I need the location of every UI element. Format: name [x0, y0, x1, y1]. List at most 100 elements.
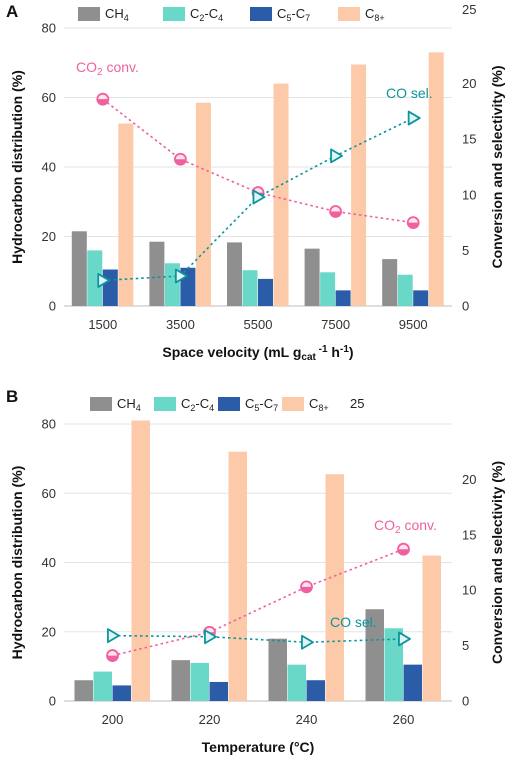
point-co-sel-1500 [97, 273, 111, 288]
y-tick-label: 20 [42, 624, 56, 639]
y2-tick-label: 5 [462, 243, 469, 258]
y2-tick-label: 0 [462, 694, 469, 709]
y-axis-title: Hydrocarbon distribution (%) [9, 466, 25, 660]
panel-letter-a: A [6, 2, 19, 21]
point-co2-conv-fill [398, 549, 409, 555]
bar-ch4-1500 [71, 231, 87, 306]
legend-label-ch4: CH4 [105, 6, 129, 23]
point-co-sel-9500 [407, 110, 421, 126]
y-tick-label: 20 [42, 229, 56, 244]
point-co-sel-200 [107, 628, 120, 644]
point-co2-conv-fill [174, 159, 186, 165]
y2-tick-label: 5 [462, 638, 469, 653]
bar-ch4-240 [268, 638, 287, 701]
x-axis-title: Space velocity (mL gcat -1 h-1) [162, 344, 353, 364]
legend-extra-label: 25 [350, 396, 364, 411]
x-tick-label: 1500 [88, 317, 117, 332]
line-co2-conv [102, 98, 414, 224]
bar-c2-c4-260 [384, 628, 403, 701]
legend-swatch-c5-c7 [250, 7, 272, 21]
y2-tick-label: 0 [462, 299, 469, 314]
bar-c2-c4-240 [287, 664, 306, 701]
legend-label-ch4: CH4 [117, 396, 141, 413]
bar-c8-plus-3500 [195, 102, 211, 307]
chart-b-svg: 0 20 40 60 80 0 5 10 15 20 200 220 240 260 CO2 conv. CO… [9, 396, 505, 755]
bar-c2-c4-7500 [320, 272, 336, 306]
bar-c5-c7-5500 [258, 278, 273, 306]
y2-tick-label: 15 [462, 527, 476, 542]
point-co-sel-7500 [330, 148, 343, 164]
x-tick-label: 220 [199, 712, 221, 727]
y-tick-label: 40 [42, 555, 56, 570]
legend-label-c8-plus: C8+ [365, 6, 385, 23]
legend-swatch-c2-c4 [163, 7, 185, 21]
y-tick-label: 80 [42, 417, 56, 432]
y2-tick-label-top: 25 [462, 2, 476, 17]
bar-c2-c4-200 [93, 671, 112, 701]
annotation-co-sel: CO sel. [330, 614, 377, 630]
bar-c8-plus-7500 [351, 64, 367, 306]
bar-ch4-9500 [382, 259, 398, 306]
annotation-co2-conv: CO2 conv. [76, 59, 139, 78]
bar-c5-c7-9500 [413, 290, 429, 306]
legend-label-c2-c4: C2-C4 [190, 6, 223, 23]
point-co2-conv-fill [97, 99, 109, 105]
y2-tick-label: 15 [462, 132, 476, 147]
x-tick-label: 7500 [321, 317, 350, 332]
line-co2-conv [112, 548, 404, 657]
y2-tick-label: 20 [462, 472, 476, 487]
point-co2-conv-fill [407, 222, 419, 229]
line-co-sel [112, 634, 404, 644]
point-co2-conv-fill [107, 655, 118, 662]
bar-c2-c4-220 [190, 662, 209, 701]
chart-panel-a: A 0 20 40 60 80 0 5 10 15 20 1500 3500 5500 7500 9500 C… [6, 2, 505, 364]
bar-ch4-200 [74, 680, 93, 701]
bar-c5-c7-7500 [335, 290, 351, 306]
x-tick-label: 9500 [399, 317, 428, 332]
x-tick-label: 240 [296, 712, 318, 727]
legend-label-c5-c7: C5-C7 [245, 396, 278, 413]
point-co-sel-5500 [252, 189, 266, 205]
legend-swatch-c2-c4 [154, 397, 176, 411]
chart-panel-b: B 0 20 40 60 80 0 5 10 15 20 200 220 240 260 CO2 conv.… [0, 381, 512, 762]
point-co-sel-260 [398, 631, 411, 647]
y-tick-label: 60 [42, 90, 56, 105]
x-tick-label: 200 [102, 712, 124, 727]
bar-ch4-3500 [149, 241, 165, 306]
bar-ch4-5500 [227, 242, 242, 306]
bar-c5-c7-240 [306, 680, 325, 701]
bar-c8-plus-9500 [428, 52, 444, 307]
bar-c8-plus-1500 [118, 123, 134, 306]
bar-ch4-220 [171, 660, 190, 701]
y-tick-label: 40 [42, 160, 56, 175]
bar-c5-c7-1500 [102, 269, 118, 306]
point-co-sel-3500 [174, 268, 188, 284]
legend-label-c8-plus: C8+ [309, 396, 329, 413]
legend-swatch-c8-plus [282, 397, 304, 411]
bar-c5-c7-220 [209, 681, 228, 701]
bar-c2-c4-5500 [242, 270, 258, 306]
bar-c2-c4-9500 [397, 274, 413, 306]
y-tick-label: 80 [42, 21, 56, 36]
legend-label-c5-c7: C5-C7 [277, 6, 310, 23]
annotation-co2-conv: CO2 conv. [374, 517, 437, 536]
bar-ch4-7500 [304, 248, 320, 306]
x-tick-label: 260 [393, 712, 415, 727]
y2-axis-title: Conversion and selectivity (%) [489, 461, 505, 664]
y-tick-label: 60 [42, 486, 56, 501]
point-co2-conv-fill [330, 211, 342, 217]
bar-c5-c7-200 [112, 685, 131, 701]
legend-label-c2-c4: C2-C4 [181, 396, 214, 413]
x-tick-label: 5500 [244, 317, 273, 332]
y-axis-title: Hydrocarbon distribution (%) [9, 70, 25, 264]
x-tick-label: 3500 [166, 317, 195, 332]
bar-c5-c7-260 [403, 664, 422, 701]
legend-swatch-ch4 [78, 7, 100, 21]
bar-c8-plus-240 [325, 474, 344, 701]
point-co2-conv-fill [301, 586, 312, 593]
chart-a-svg: 0 20 40 60 80 0 5 10 15 20 1500 3500 5500 7500 9500 CO2… [9, 2, 505, 364]
panel-letter-b: B [6, 387, 19, 406]
point-co-sel-220 [204, 629, 217, 645]
bar-c2-c4-1500 [87, 250, 103, 306]
point-co-sel-240 [301, 634, 314, 650]
